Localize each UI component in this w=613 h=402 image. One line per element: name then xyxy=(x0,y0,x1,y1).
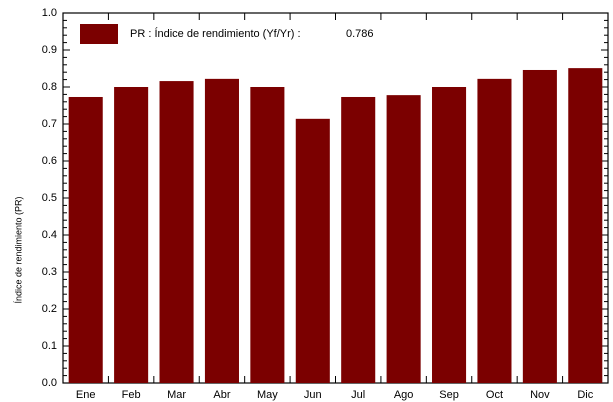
y-tick-label: 0.6 xyxy=(42,155,57,167)
x-tick-label: Sep xyxy=(439,389,459,401)
x-tick-label: Nov xyxy=(530,389,550,401)
x-tick-label: Dic xyxy=(577,389,593,401)
y-axis-label: Índice de rendimiento (PR) xyxy=(13,196,23,303)
y-tick-label: 0.3 xyxy=(42,266,57,278)
x-tick-label: Ene xyxy=(76,389,96,401)
y-tick-label: 0.0 xyxy=(42,377,57,389)
x-tick-label: Ago xyxy=(394,389,414,401)
x-tick-label: Abr xyxy=(213,389,230,401)
bar xyxy=(386,95,421,383)
legend-value: 0.786 xyxy=(346,28,374,40)
y-tick-label: 0.1 xyxy=(42,340,57,352)
bar xyxy=(341,96,376,384)
bar xyxy=(204,78,239,384)
y-tick-label: 0.7 xyxy=(42,118,57,130)
x-tick-label: Feb xyxy=(122,389,141,401)
bar xyxy=(114,87,149,383)
x-tick-label: May xyxy=(257,389,278,401)
x-tick-label: Jul xyxy=(351,389,365,401)
bar xyxy=(477,78,512,384)
y-tick-label: 0.9 xyxy=(42,44,57,56)
y-tick-label: 0.2 xyxy=(42,303,57,315)
bar xyxy=(68,96,103,384)
y-tick-label: 0.4 xyxy=(42,229,57,241)
bar xyxy=(295,118,330,383)
x-tick-label: Jun xyxy=(304,389,322,401)
bar xyxy=(568,68,603,383)
bar xyxy=(522,69,557,383)
legend-swatch xyxy=(80,24,118,44)
bar xyxy=(159,81,194,383)
y-tick-label: 0.5 xyxy=(42,192,57,204)
legend-label: PR : Índice de rendimiento (Yf/Yr) : xyxy=(130,27,301,40)
bar xyxy=(250,87,285,383)
y-tick-label: 0.8 xyxy=(42,81,57,93)
x-tick-label: Mar xyxy=(167,389,186,401)
bar xyxy=(432,87,467,383)
x-tick-label: Oct xyxy=(486,389,503,401)
y-tick-label: 1.0 xyxy=(42,7,57,19)
